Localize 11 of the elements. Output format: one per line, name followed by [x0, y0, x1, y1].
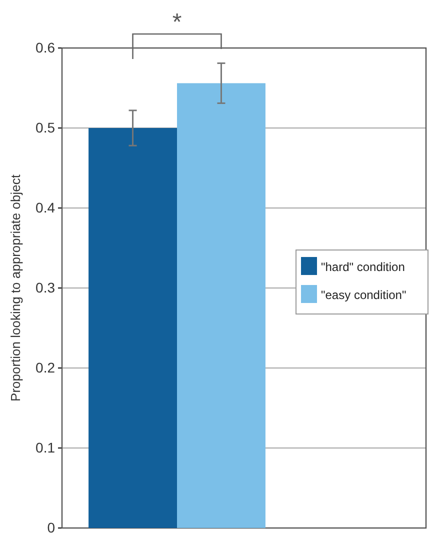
y-axis-title: Proportion looking to appropriate object	[8, 174, 23, 402]
y-tick-label: 0.5	[36, 119, 56, 136]
legend-label: "easy condition"	[321, 288, 406, 302]
y-tick-label: 0.1	[36, 439, 56, 456]
y-tick-label: 0.4	[36, 199, 56, 216]
y-tick-label: 0.6	[36, 39, 56, 56]
text: *	[172, 9, 182, 36]
legend-label: "hard" condition	[321, 260, 405, 274]
y-tick-label: 0.2	[36, 359, 56, 376]
y-tick-label: 0	[47, 519, 56, 536]
y-tick-label: 0.3	[36, 279, 56, 296]
